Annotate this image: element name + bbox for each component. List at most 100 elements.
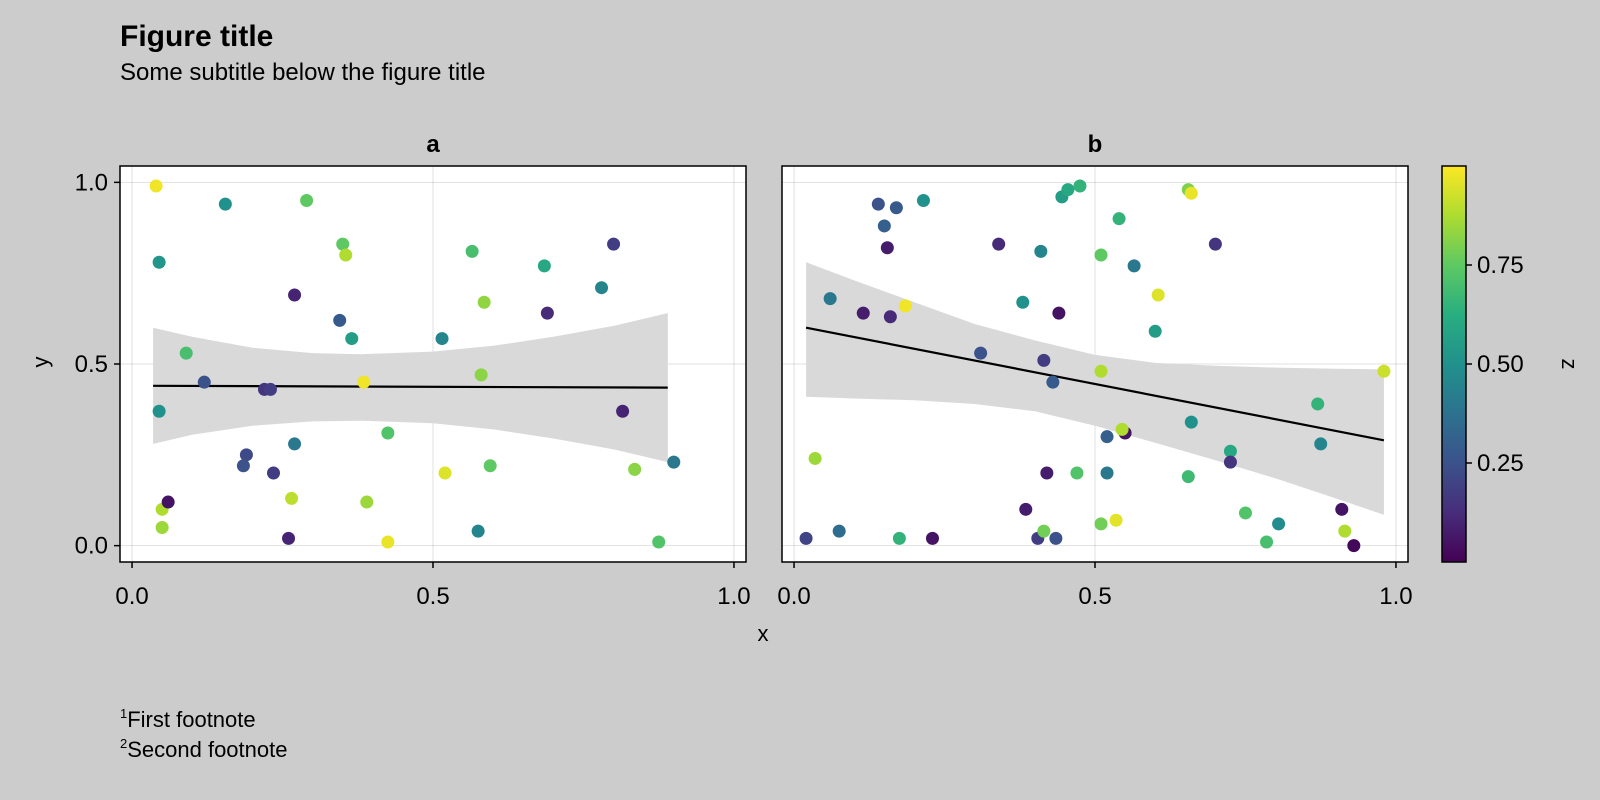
data-point	[155, 520, 169, 534]
data-point	[974, 346, 988, 360]
data-point	[856, 306, 870, 320]
data-point	[474, 368, 488, 382]
data-point	[266, 466, 280, 480]
footnote-2-text: Second footnote	[127, 737, 288, 762]
data-point	[892, 531, 906, 545]
data-point	[1238, 506, 1252, 520]
colorbar-tick-label: 0.25	[1477, 450, 1524, 477]
data-point	[628, 462, 642, 476]
panel-title: a	[426, 131, 440, 158]
data-point	[1311, 397, 1325, 411]
regression-line	[153, 384, 668, 389]
data-point	[799, 531, 813, 545]
data-point	[1061, 183, 1075, 197]
data-point	[871, 197, 885, 211]
data-point	[1052, 306, 1066, 320]
data-point	[1094, 248, 1108, 262]
footnote-1: 1First footnote	[120, 706, 256, 733]
data-point	[339, 248, 353, 262]
data-point	[992, 237, 1006, 251]
data-point	[152, 255, 166, 269]
footnote-2-marker: 2	[120, 736, 128, 751]
data-point	[1034, 244, 1048, 258]
data-point	[1100, 430, 1114, 444]
data-point	[1314, 437, 1328, 451]
panel-b: b 0.0 0.5 1.0	[777, 131, 1412, 610]
data-point	[1019, 502, 1033, 516]
data-point	[607, 237, 621, 251]
data-point	[1049, 531, 1063, 545]
data-point	[1037, 524, 1051, 538]
colorbar-gradient	[1441, 165, 1467, 563]
data-point	[1208, 237, 1222, 251]
data-point	[925, 531, 939, 545]
data-point	[300, 194, 314, 208]
data-point	[381, 426, 395, 440]
data-point	[1347, 539, 1361, 553]
x-tick-label: 0.0	[777, 583, 810, 610]
data-point	[1100, 466, 1114, 480]
data-point	[1151, 288, 1165, 302]
data-point	[1223, 455, 1237, 469]
data-point	[808, 451, 822, 465]
data-point	[435, 332, 449, 346]
footnote-1-text: First footnote	[127, 707, 256, 732]
x-tick-label: 1.0	[717, 583, 750, 610]
data-point	[288, 437, 302, 451]
data-point	[1260, 535, 1274, 549]
data-point	[1272, 517, 1286, 531]
confidence-band	[806, 262, 1384, 515]
data-point	[360, 495, 374, 509]
data-point	[883, 310, 897, 324]
data-point	[1115, 422, 1129, 436]
data-point	[1335, 502, 1349, 516]
data-point	[1094, 364, 1108, 378]
data-point	[616, 404, 630, 418]
colorbar: 0.25 0.50 0.75 z	[1441, 165, 1582, 563]
data-point	[161, 495, 175, 509]
data-point	[1112, 212, 1126, 226]
data-point	[483, 459, 497, 473]
data-point	[381, 535, 395, 549]
data-point	[880, 241, 894, 255]
x-tick-label: 0.5	[416, 583, 449, 610]
colorbar-tick-label: 0.75	[1477, 252, 1524, 279]
data-point	[477, 295, 491, 309]
data-point	[1037, 353, 1051, 367]
data-point	[889, 201, 903, 215]
data-point	[239, 448, 253, 462]
data-point	[832, 524, 846, 538]
colorbar-tick-label: 0.50	[1477, 351, 1524, 378]
data-point	[152, 404, 166, 418]
footnote-2: 2Second footnote	[120, 736, 287, 763]
data-point	[1046, 375, 1060, 389]
data-point	[537, 259, 551, 273]
data-point	[1040, 466, 1054, 480]
data-point	[1184, 415, 1198, 429]
data-point	[877, 219, 891, 233]
data-point	[345, 332, 359, 346]
figure-title: Figure title	[120, 20, 274, 53]
data-point	[263, 382, 277, 396]
data-point	[218, 197, 232, 211]
data-point	[916, 194, 930, 208]
data-point	[1073, 179, 1087, 193]
data-point	[357, 375, 371, 389]
data-point	[288, 288, 302, 302]
footnote-1-marker: 1	[120, 706, 128, 721]
y-tick-label: 0.5	[75, 351, 108, 378]
panel-a: a 0.0 0.5 1.0 0.0 0.5 1.0	[75, 131, 751, 610]
data-point	[898, 299, 912, 313]
data-point	[1181, 470, 1195, 484]
x-axis-label: x	[758, 621, 769, 646]
data-point	[197, 375, 211, 389]
figure-subtitle: Some subtitle below the figure title	[120, 59, 486, 86]
data-point	[1109, 513, 1123, 527]
data-point	[540, 306, 554, 320]
data-point	[1377, 364, 1391, 378]
x-tick-label: 1.0	[1379, 583, 1412, 610]
data-point	[1094, 517, 1108, 531]
data-point	[823, 292, 837, 306]
panel-title: b	[1088, 131, 1103, 158]
